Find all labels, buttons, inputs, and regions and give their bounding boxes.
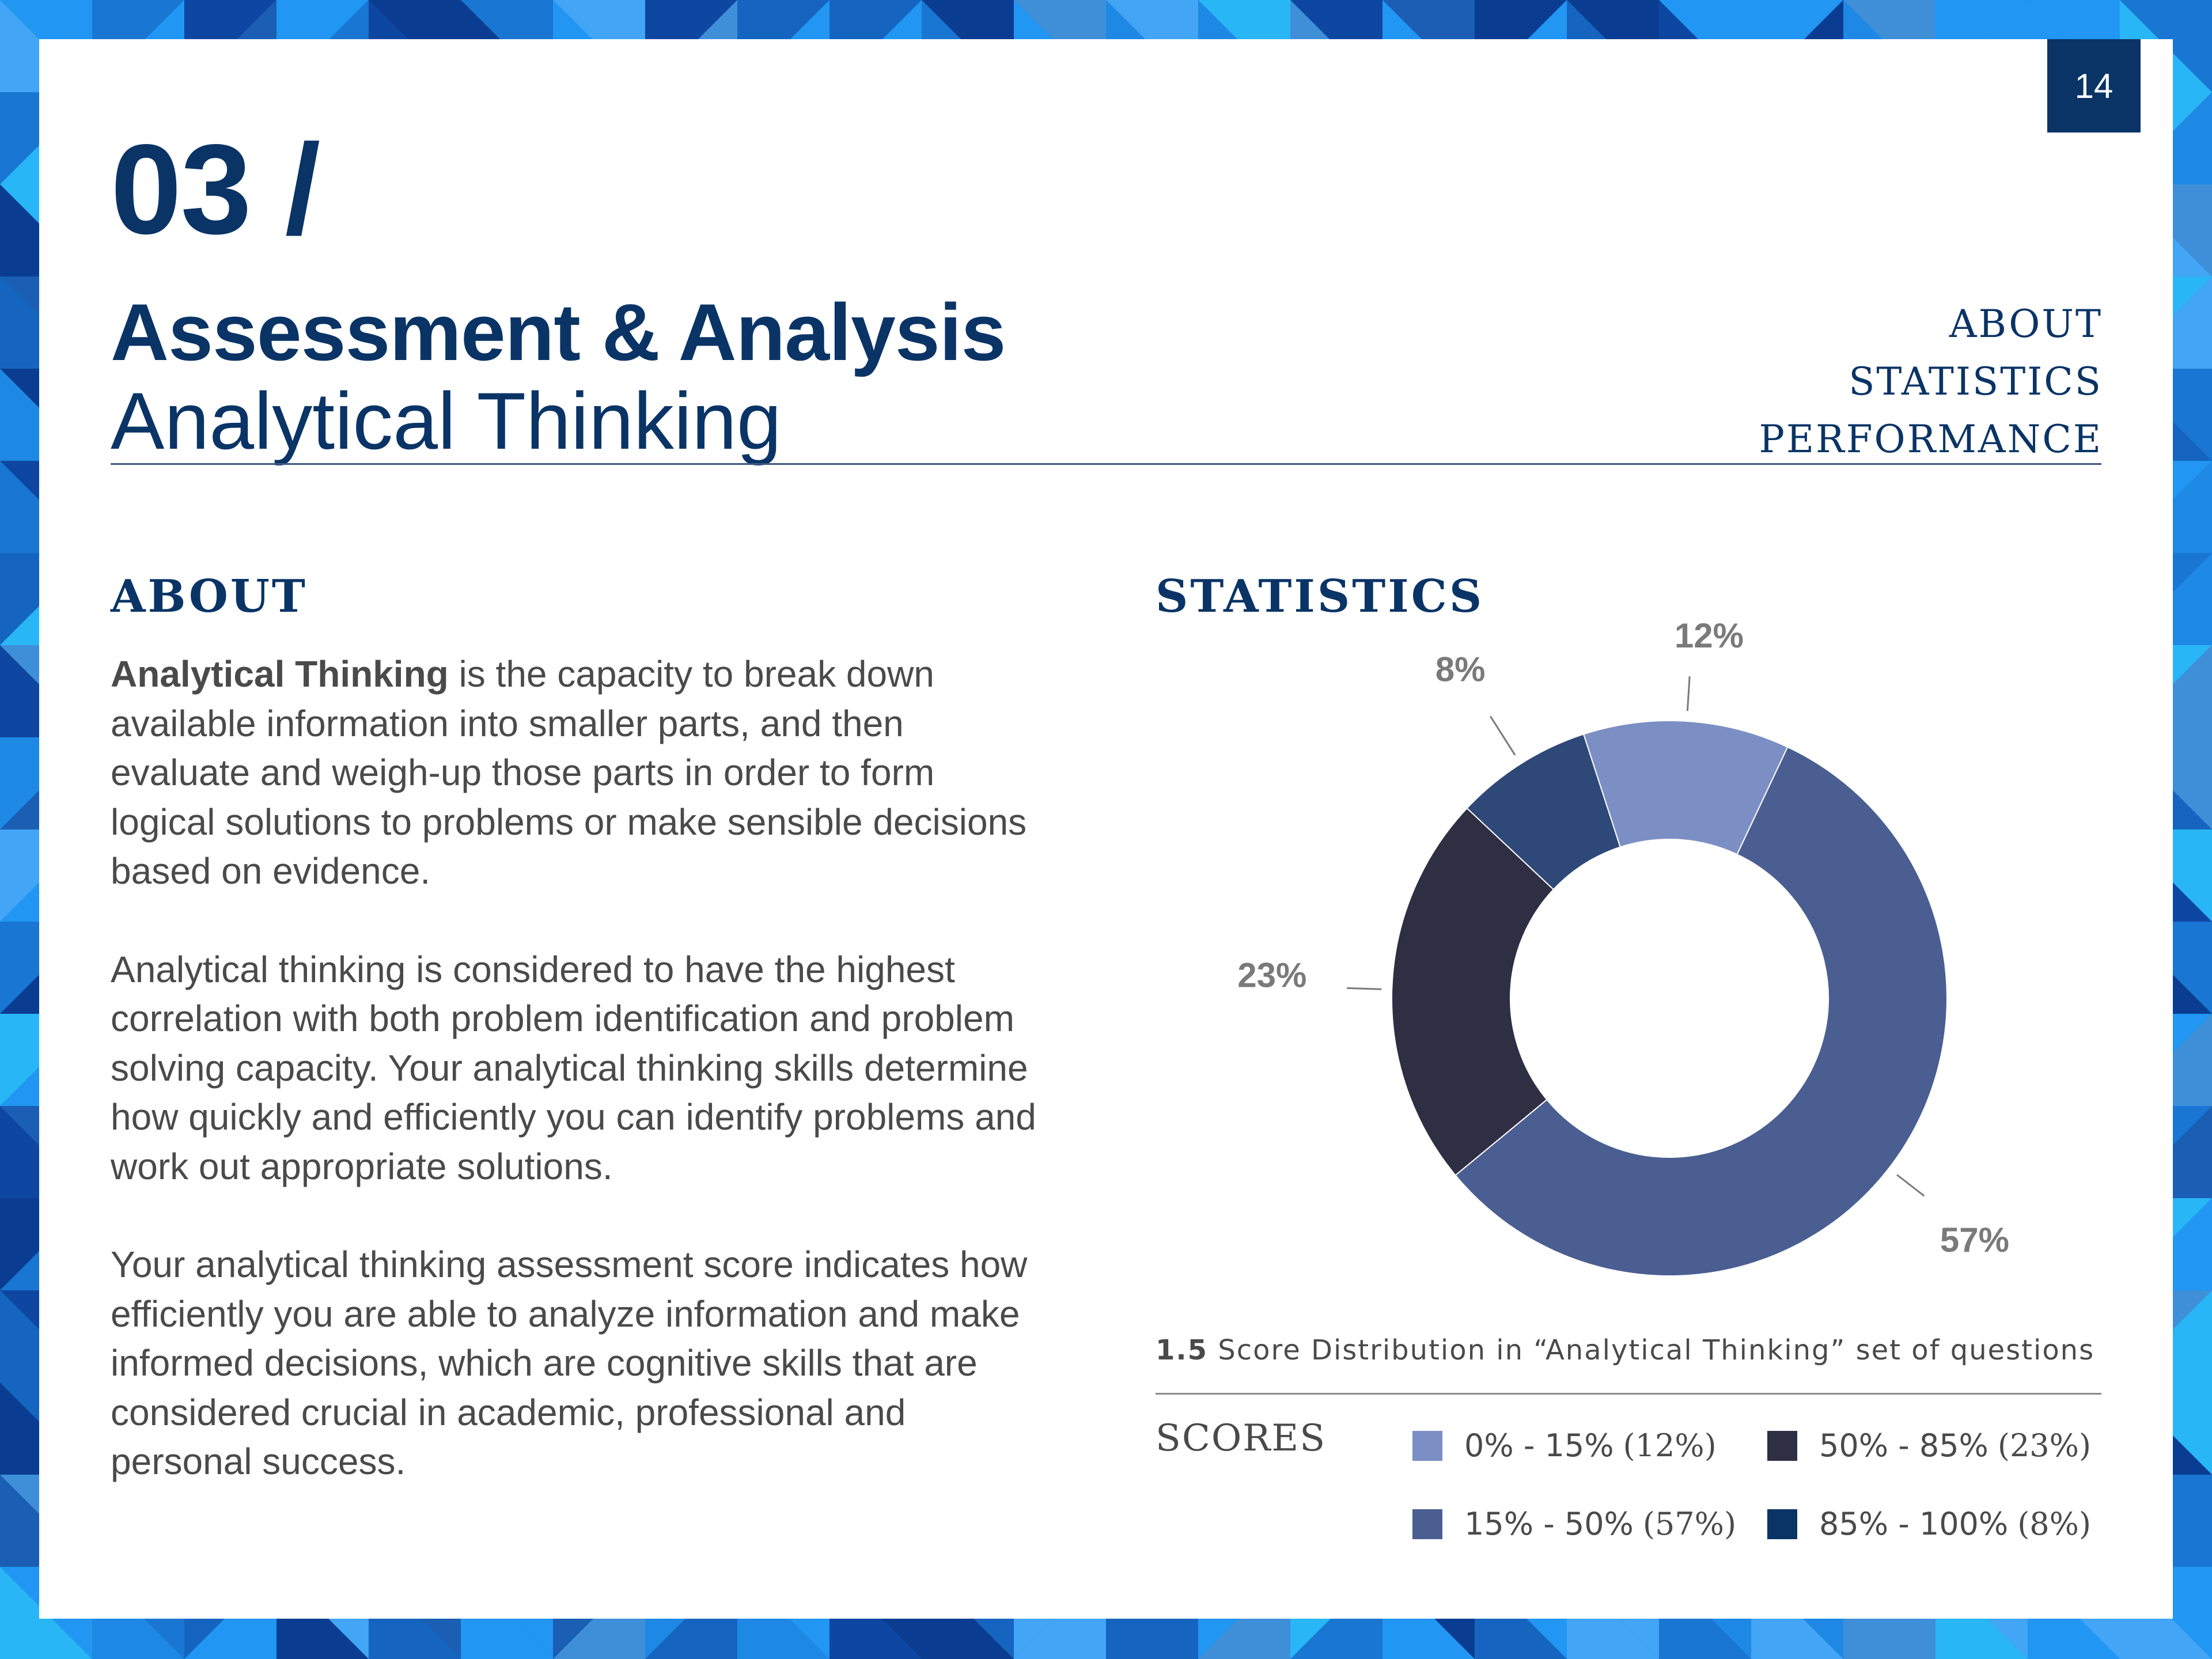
legend-range: 50% - 85% (1819, 1427, 1988, 1464)
data-label: 8% (1435, 650, 1486, 689)
legend-percent: (8%) (2017, 1506, 2092, 1542)
page-number: 14 (2047, 39, 2141, 132)
nav-item-about[interactable]: ABOUT (1949, 302, 2103, 346)
legend-swatch (1412, 1509, 1442, 1539)
legend-item-0-15: 0% - 15% (12%) (1412, 1427, 1717, 1464)
legend-range: 0% - 15% (1464, 1427, 1614, 1464)
about-definition: is the capacity to break down available … (111, 653, 1027, 892)
section-title: Assessment & Analysis (111, 287, 1006, 377)
section-number: 03 / (111, 118, 320, 261)
nav-item-performance[interactable]: PERFORMANCE (1759, 417, 2103, 461)
data-label-leader (1896, 1174, 1925, 1197)
data-label-leader (1347, 987, 1382, 990)
data-label-leader (1489, 715, 1516, 756)
legend-title: SCORES (1156, 1417, 1327, 1460)
section-nav: ABOUT STATISTICS PERFORMANCE (1759, 296, 2103, 468)
data-label-leader (1686, 676, 1691, 711)
caption-text: Score Distribution in “Analytical Thinki… (1208, 1334, 2095, 1366)
about-term: Analytical Thinking (111, 653, 449, 695)
legend-percent: (57%) (1642, 1506, 1737, 1542)
legend-item-15-50: 15% - 50% (57%) (1412, 1506, 1736, 1542)
about-paragraph-3: Your analytical thinking assessment scor… (111, 1244, 1028, 1482)
header-divider (111, 463, 2101, 465)
statistics-heading: STATISTICS (1156, 570, 1484, 623)
legend-item-50-85: 50% - 85% (23%) (1767, 1427, 2091, 1464)
data-label: 23% (1237, 956, 1306, 995)
slice-50-85 (1391, 807, 1555, 1176)
about-paragraph-1: Analytical Thinking is the capacity to b… (111, 650, 1044, 896)
about-heading: ABOUT (111, 570, 308, 623)
legend-percent: (23%) (1997, 1427, 2092, 1464)
score-distribution-donut-chart: 12% 57% 23% 8% (1237, 616, 2009, 1277)
legend-swatch (1412, 1430, 1442, 1461)
slice-85-100 (1466, 733, 1621, 891)
legend-percent: (12%) (1623, 1427, 1717, 1464)
slice-15-50 (1455, 746, 1948, 1277)
data-label: 57% (1940, 1221, 2009, 1259)
legend-swatch (1767, 1430, 1797, 1461)
about-body: Analytical Thinking is the capacity to b… (111, 650, 1044, 1536)
data-label: 12% (1675, 616, 1744, 655)
chart-caption: 1.5 Score Distribution in “Analytical Th… (1156, 1334, 2094, 1366)
legend-range: 85% - 100% (1819, 1506, 2009, 1542)
about-paragraph-2: Analytical thinking is considered to hav… (111, 948, 1036, 1187)
legend-item-85-100: 85% - 100% (8%) (1767, 1506, 2091, 1542)
legend-swatch (1767, 1509, 1797, 1539)
section-subtitle: Analytical Thinking (111, 376, 782, 466)
legend-range: 15% - 50% (1464, 1506, 1634, 1542)
nav-item-statistics[interactable]: STATISTICS (1849, 359, 2103, 404)
caption-number: 1.5 (1156, 1334, 1209, 1366)
legend-divider (1156, 1393, 2101, 1395)
page-sheet: 14 03 / Assessment & Analysis Analytical… (39, 39, 2173, 1619)
